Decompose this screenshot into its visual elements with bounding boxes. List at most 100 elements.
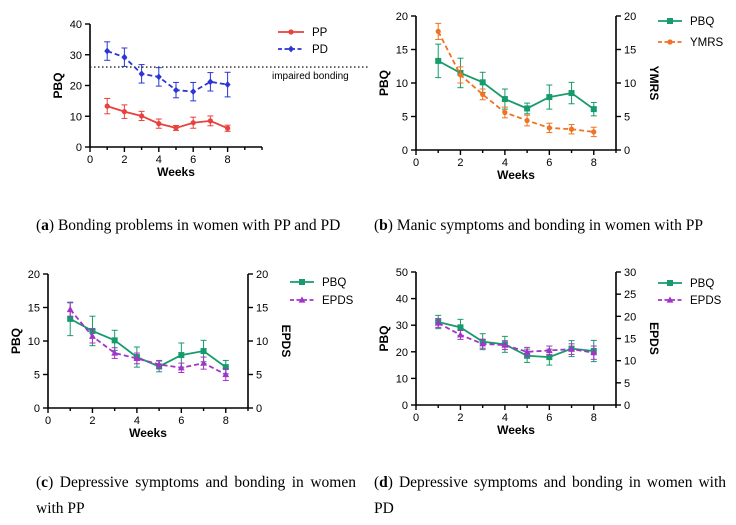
d-y2-tick-label: 15 — [624, 334, 636, 346]
d-y-tick-label: 40 — [396, 294, 408, 306]
caption-b-letter: b — [379, 217, 388, 234]
a-series-pd-point — [155, 73, 162, 81]
a-y-tick-label: 10 — [70, 111, 82, 123]
d-y-tick-label: 20 — [396, 347, 408, 359]
d-legend-marker-epds — [666, 296, 674, 303]
a-series-pd-point — [104, 47, 111, 55]
c-y2-tick-label: 5 — [256, 370, 262, 382]
a-series-pp-point — [225, 125, 231, 131]
c-series-epds-point — [155, 360, 163, 368]
chart-panel-a: 0 10 20 30 40 0 2 4 6 8 Weeks PBQ impaired bonding PP… — [0, 0, 368, 190]
b-y2-tick-label: 15 — [624, 45, 636, 57]
a-series-pd-line — [106, 50, 228, 93]
c-series-epds-point — [133, 354, 141, 362]
c-x-axis-title: Weeks — [129, 426, 167, 440]
b-x-tick-label: 0 — [413, 157, 419, 169]
d-series-pbq-point — [546, 354, 553, 361]
d-series-epds-point — [568, 345, 575, 352]
d-y-tick-label: 10 — [396, 373, 408, 385]
b-y-tick-label: 5 — [402, 112, 408, 124]
chart-a: 0 10 20 30 40 0 2 4 6 8 Weeks PBQ impaired bonding PP… — [51, 19, 368, 179]
d-legend-label-pbq: PBQ — [690, 278, 714, 290]
b-series-ymrs-point — [435, 28, 441, 35]
c-series-pbq-point — [111, 337, 118, 344]
c-y2-tick-label: 20 — [256, 269, 268, 281]
c-y-tick-label: 20 — [28, 269, 40, 281]
b-series-ymrs-point — [546, 125, 552, 131]
b-x-tick-label: 4 — [502, 157, 508, 169]
c-series-pbq-point — [222, 364, 229, 371]
c-y-tick-label: 15 — [28, 303, 40, 315]
a-x-tick-label: 2 — [121, 154, 127, 166]
b-x-tick-label: 2 — [457, 157, 463, 169]
b-series-ymrs-point — [591, 129, 597, 135]
c-series-epds-point — [200, 359, 207, 366]
c-y-tick-label: 5 — [34, 370, 40, 382]
b-y-tick-label: 15 — [396, 45, 408, 57]
a-series-pd-point — [138, 70, 145, 78]
b-legend-marker-ymrs — [667, 39, 673, 45]
b-series-pbq-line — [437, 60, 595, 110]
caption-b: (b) Manic symptoms and bonding in women … — [374, 217, 703, 234]
c-series-epds-point — [111, 349, 119, 356]
caption-b-text: Manic symptoms and bonding in women with… — [396, 217, 703, 234]
c-series-epds-line — [69, 308, 227, 376]
d-y-axis-title: PBQ — [377, 325, 391, 351]
d-series-epds-point — [590, 349, 598, 356]
d-y2-tick-label: 0 — [624, 400, 630, 412]
chart-panel-d: 0 10 20 30 40 50 0 5 10 15 20 25 30 0 2 4 6 8 Weeks PBQ EPDS… — [368, 262, 736, 462]
a-series-pd-point — [121, 53, 128, 61]
a-series-pp-point — [190, 120, 196, 126]
caption-c-letter: c — [41, 474, 49, 491]
c-series-epds-point — [89, 332, 96, 339]
d-x-tick-label: 4 — [502, 412, 508, 424]
d-x-tick-label: 2 — [457, 412, 463, 424]
a-series-pd-point — [207, 78, 214, 86]
a-series-pp-point — [173, 125, 179, 131]
b-series-ymrs-point — [524, 117, 530, 124]
c-x-tick-label: 6 — [178, 415, 184, 427]
chart-panel-b: 0 5 10 15 20 0 5 10 15 20 0 2 4 6 8 Weeks PBQ YMRS PBQ YMRS — [368, 0, 736, 200]
d-x-tick-label: 0 — [413, 412, 419, 424]
c-legend-marker-pbq — [299, 279, 305, 285]
d-y2-tick-label: 30 — [624, 267, 636, 279]
c-legend-label-pbq: PBQ — [322, 277, 346, 289]
caption-c-text: Depressive symptoms and bonding in women… — [36, 474, 356, 517]
a-x-tick-label: 0 — [87, 154, 93, 166]
c-x-tick-label: 2 — [89, 415, 95, 427]
b-y-axis-title: PBQ — [377, 70, 391, 96]
a-y-tick-label: 30 — [70, 50, 82, 62]
d-y-tick-label: 0 — [402, 400, 408, 412]
c-legend-label-epds: EPDS — [322, 295, 354, 307]
d-x-axis-title: Weeks — [497, 423, 535, 437]
c-y2-tick-label: 0 — [256, 403, 262, 415]
c-series-epds-point — [177, 364, 185, 371]
c-x-tick-label: 4 — [134, 415, 140, 427]
b-series-ymrs-point — [502, 109, 508, 116]
b-y-tick-label: 20 — [396, 11, 408, 23]
a-series-pp-point — [139, 113, 145, 119]
d-legend-marker-pbq — [667, 280, 673, 286]
a-legend-label-pp: PP — [312, 27, 328, 39]
b-y2-axis-title: YMRS — [647, 66, 661, 101]
b-x-axis-title: Weeks — [497, 168, 535, 182]
b-legend-label-pbq: PBQ — [690, 16, 714, 28]
d-y-tick-label: 50 — [396, 267, 408, 279]
chart-panel-c: 0 5 10 15 20 0 5 10 15 20 0 2 4 6 8 Weeks PBQ EPDS PBQ EPDS — [0, 262, 368, 462]
c-y2-tick-label: 10 — [256, 336, 268, 348]
b-series-pbq-point — [568, 90, 575, 97]
a-series-pd-point — [190, 88, 197, 96]
caption-d-letter: d — [379, 474, 388, 491]
a-y-tick-label: 20 — [70, 81, 82, 93]
b-series-pbq-point — [590, 106, 597, 113]
b-series-pbq-point — [524, 105, 531, 112]
a-legend-marker-pd — [288, 45, 294, 53]
b-series-pbq-point — [546, 94, 553, 101]
a-reference-label: impaired bonding — [272, 71, 349, 82]
a-y-tick-label: 40 — [70, 19, 82, 31]
b-legend-label-ymrs: YMRS — [690, 37, 724, 49]
d-series-epds-line — [437, 322, 594, 354]
d-legend-label-epds: EPDS — [690, 295, 722, 307]
d-series-epds-point — [457, 331, 464, 338]
b-y2-tick-label: 20 — [624, 11, 636, 23]
